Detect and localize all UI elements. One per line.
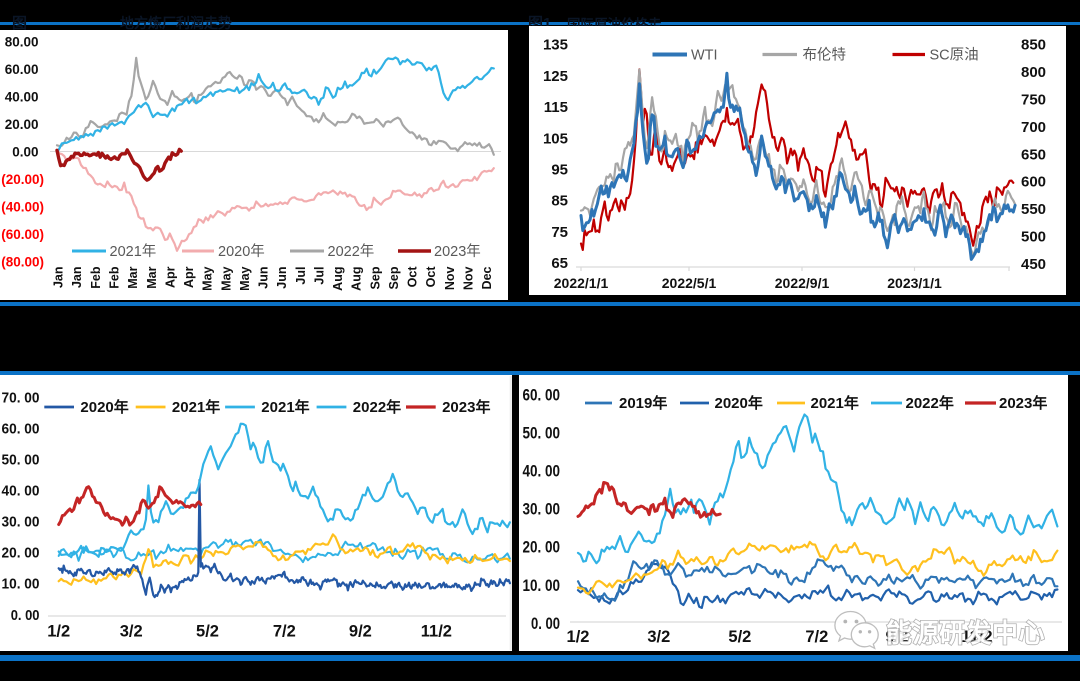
svg-text:40. 00: 40. 00	[523, 462, 561, 481]
svg-text:Jul: Jul	[312, 266, 326, 284]
svg-text:Oct: Oct	[406, 265, 420, 287]
svg-text:20. 00: 20. 00	[523, 538, 561, 557]
svg-text:2023年: 2023年	[999, 394, 1047, 412]
svg-text:May: May	[238, 266, 252, 290]
svg-text:Feb: Feb	[89, 266, 103, 289]
svg-text:Nov: Nov	[443, 266, 457, 290]
svg-text:40.00: 40.00	[5, 89, 39, 104]
svg-text:2023年: 2023年	[434, 243, 481, 260]
svg-text:50. 00: 50. 00	[523, 424, 561, 443]
svg-text:850: 850	[1021, 36, 1046, 53]
svg-text:SC原油: SC原油	[930, 46, 979, 63]
svg-text:9/2: 9/2	[886, 628, 909, 646]
svg-text:2022/9/1: 2022/9/1	[775, 275, 830, 291]
svg-text:2022年: 2022年	[353, 398, 401, 416]
svg-text:2019年: 2019年	[619, 394, 667, 412]
svg-text:2022/1/1: 2022/1/1	[554, 275, 609, 291]
svg-text:9/2: 9/2	[349, 623, 372, 641]
svg-text:60. 00: 60. 00	[523, 385, 561, 404]
svg-text:0. 00: 0. 00	[531, 614, 560, 633]
svg-text:1/2: 1/2	[567, 628, 590, 646]
svg-text:700: 700	[1021, 118, 1046, 135]
svg-text:May: May	[201, 266, 215, 290]
svg-text:800: 800	[1021, 64, 1046, 81]
svg-text:750: 750	[1021, 91, 1046, 108]
svg-text:65: 65	[551, 255, 568, 272]
svg-text:Mar: Mar	[145, 266, 159, 288]
svg-text:Aug: Aug	[350, 266, 364, 290]
svg-text:Jul: Jul	[294, 266, 308, 284]
svg-text:Aug: Aug	[331, 266, 345, 290]
svg-text:Jan: Jan	[52, 266, 66, 288]
svg-text:(60.00): (60.00)	[1, 226, 44, 241]
svg-text:95: 95	[551, 161, 568, 178]
svg-text:Sep: Sep	[368, 266, 382, 289]
svg-text:105: 105	[543, 130, 568, 147]
svg-text:2021年: 2021年	[261, 398, 309, 416]
svg-text:135: 135	[543, 36, 568, 53]
svg-text:1/2: 1/2	[47, 623, 70, 641]
svg-text:0.00: 0.00	[12, 144, 38, 159]
svg-text:Jun: Jun	[257, 266, 271, 288]
svg-text:5/2: 5/2	[728, 628, 751, 646]
svg-text:Feb: Feb	[108, 266, 122, 289]
svg-text:2021年: 2021年	[811, 394, 859, 412]
svg-text:20. 00: 20. 00	[2, 545, 40, 562]
svg-text:Mar: Mar	[126, 266, 140, 288]
svg-text:80.00: 80.00	[5, 34, 39, 49]
svg-text:7/2: 7/2	[805, 628, 828, 646]
svg-text:40. 00: 40. 00	[2, 483, 40, 500]
svg-text:7/2: 7/2	[273, 623, 296, 641]
svg-text:85: 85	[551, 192, 568, 209]
svg-text:550: 550	[1021, 201, 1046, 218]
svg-text:5/2: 5/2	[196, 623, 219, 641]
svg-text:May: May	[219, 266, 233, 290]
svg-text:能源研发中心: 能源研发中心	[886, 618, 1045, 648]
svg-text:2020年: 2020年	[715, 394, 763, 412]
svg-text:(40.00): (40.00)	[1, 199, 44, 214]
svg-text:2023年: 2023年	[442, 398, 490, 416]
svg-text:125: 125	[543, 67, 568, 84]
svg-text:2020年: 2020年	[80, 398, 128, 416]
svg-text:11/2: 11/2	[421, 623, 452, 641]
svg-text:2022年: 2022年	[328, 243, 375, 260]
svg-text:(80.00): (80.00)	[1, 254, 44, 269]
svg-text:75: 75	[551, 223, 568, 240]
svg-text:30. 00: 30. 00	[523, 500, 561, 519]
svg-text:500: 500	[1021, 228, 1046, 245]
svg-text:3/2: 3/2	[647, 628, 670, 646]
svg-text:2023/1/1: 2023/1/1	[887, 275, 942, 291]
svg-text:2022/5/1: 2022/5/1	[662, 275, 717, 291]
svg-text:Dec: Dec	[480, 266, 494, 289]
svg-text:Jan: Jan	[70, 266, 84, 288]
svg-text:Oct: Oct	[424, 265, 438, 287]
svg-text:11/2: 11/2	[961, 628, 992, 646]
svg-text:115: 115	[544, 99, 568, 116]
svg-text:WTI: WTI	[691, 47, 718, 63]
svg-text:Jun: Jun	[275, 266, 289, 288]
svg-text:3/2: 3/2	[120, 623, 143, 641]
svg-text:Apr: Apr	[163, 266, 177, 288]
svg-text:10. 00: 10. 00	[2, 576, 40, 593]
svg-text:70. 00: 70. 00	[2, 389, 40, 406]
svg-text:10. 00: 10. 00	[523, 576, 561, 595]
svg-text:2022年: 2022年	[906, 394, 954, 412]
svg-text:20.00: 20.00	[5, 116, 39, 131]
svg-text:2021年: 2021年	[172, 398, 220, 416]
svg-text:650: 650	[1021, 146, 1046, 163]
svg-text:60. 00: 60. 00	[2, 420, 40, 437]
svg-text:0. 00: 0. 00	[11, 607, 40, 624]
svg-text:30. 00: 30. 00	[2, 514, 40, 531]
svg-text:50. 00: 50. 00	[2, 451, 40, 468]
svg-text:Apr: Apr	[182, 266, 196, 288]
svg-text:2021年: 2021年	[110, 243, 157, 260]
svg-text:450: 450	[1021, 255, 1046, 272]
svg-text:60.00: 60.00	[5, 61, 39, 76]
svg-text:2020年: 2020年	[218, 243, 265, 260]
svg-text:(20.00): (20.00)	[1, 171, 44, 186]
svg-text:布伦特: 布伦特	[803, 46, 847, 63]
svg-text:Nov: Nov	[462, 266, 476, 290]
svg-text:Sep: Sep	[387, 266, 401, 289]
svg-text:600: 600	[1021, 173, 1046, 190]
